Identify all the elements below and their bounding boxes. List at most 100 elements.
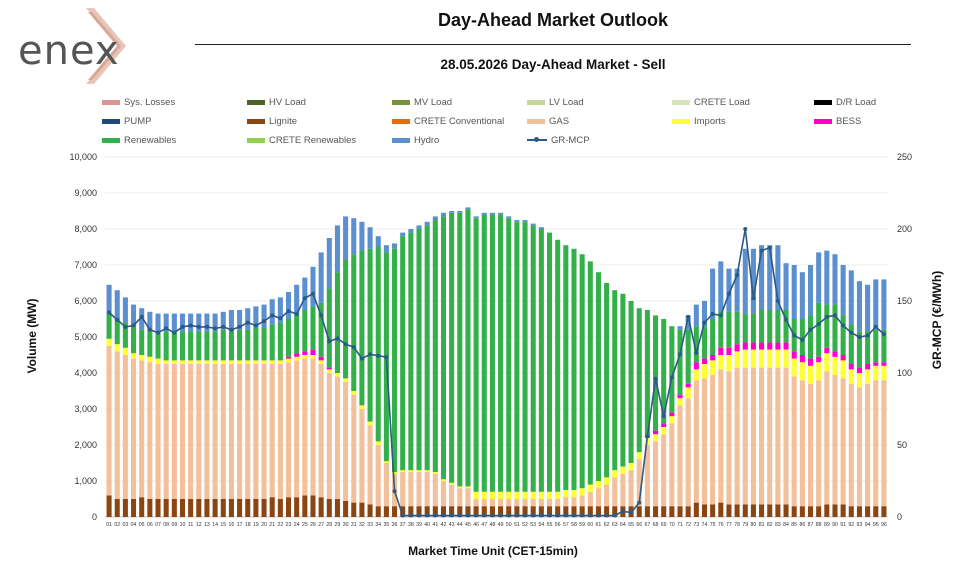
bar-segment — [522, 220, 528, 222]
bar-segment — [375, 506, 381, 517]
bar-segment — [832, 374, 838, 505]
gr-mcp-point — [832, 313, 837, 318]
bar-segment — [179, 331, 186, 361]
legend-swatch — [672, 99, 690, 105]
bar-segment — [253, 364, 259, 499]
x-tick-label: 83 — [775, 522, 781, 528]
gr-mcp-point — [759, 248, 764, 253]
x-tick-label: 61 — [596, 522, 602, 528]
bar-segment — [383, 506, 389, 517]
bar-segment — [351, 391, 357, 395]
x-tick-label: 33 — [367, 522, 373, 528]
bar-segment — [881, 362, 887, 366]
bar-segment — [228, 329, 234, 361]
title-divider — [195, 44, 911, 45]
bar-segment — [563, 245, 569, 490]
bar-segment — [661, 434, 667, 507]
gr-mcp-point — [743, 227, 748, 231]
gr-mcp-point — [278, 316, 283, 321]
x-tick-label: 77 — [726, 522, 732, 528]
bar-segment — [334, 373, 340, 377]
legend-item: D/R Load — [814, 94, 876, 110]
bar-segment — [824, 353, 830, 372]
bar-segment — [865, 284, 871, 332]
gr-mcp-point — [123, 324, 128, 329]
bar-segment — [196, 499, 202, 517]
bar-segment — [367, 504, 373, 517]
x-tick-label: 23 — [286, 522, 292, 528]
bar-segment — [555, 506, 561, 517]
bar-segment — [865, 369, 871, 384]
gr-mcp-point — [237, 324, 242, 329]
x-tick-label: 59 — [579, 522, 585, 528]
x-tick-label: 76 — [718, 522, 724, 528]
bar-segment — [653, 506, 659, 517]
x-tick-label: 49 — [498, 522, 504, 528]
gr-mcp-point — [547, 513, 552, 518]
x-tick-label: 87 — [808, 522, 814, 528]
legend-item: Hydro — [392, 132, 439, 148]
bar-segment — [840, 315, 846, 355]
x-tick-label: 70 — [669, 522, 675, 528]
bar-segment — [400, 472, 406, 507]
legend-item: LV Load — [527, 94, 584, 110]
gr-mcp-point — [335, 336, 340, 341]
bar-segment — [424, 470, 430, 472]
bar-segment — [155, 313, 161, 334]
bar-segment — [710, 504, 716, 517]
gr-mcp-point — [433, 513, 438, 518]
bar-segment — [318, 252, 324, 303]
legend-swatch — [102, 137, 120, 143]
bar-segment — [840, 360, 846, 379]
legend-item: Sys. Losses — [102, 94, 175, 110]
bar-segment — [636, 308, 642, 453]
x-tick-label: 52 — [522, 522, 528, 528]
x-tick-label: 11 — [188, 522, 193, 528]
y2-axis-title: GR-MCP (€/MWh) — [930, 271, 944, 369]
bar-segment — [644, 445, 650, 507]
bar-segment — [856, 367, 862, 373]
bar-segment — [326, 499, 332, 517]
bar-segment — [718, 355, 724, 370]
x-tick-label: 57 — [563, 522, 569, 528]
bar-segment — [571, 490, 577, 498]
gr-mcp-point — [139, 314, 144, 319]
bar-segment — [302, 495, 308, 517]
bar-segment — [555, 239, 561, 492]
bar-segment — [359, 409, 365, 503]
bar-segment — [334, 499, 340, 517]
bar-segment — [253, 360, 259, 364]
bar-segment — [220, 499, 226, 517]
x-tick-label: 60 — [587, 522, 593, 528]
bar-segment — [408, 472, 414, 507]
gr-mcp-point — [620, 509, 625, 514]
right-axis-ticks: 0 50 100 150 200 250 — [897, 152, 912, 522]
y-tick-label: 1,000 — [74, 476, 97, 486]
x-tick-label: 62 — [604, 522, 610, 528]
gr-mcp-point — [849, 330, 854, 335]
bar-segment — [685, 506, 691, 517]
bar-segment — [710, 374, 716, 505]
bar-segment — [294, 356, 300, 361]
x-axis-ticks: 01 02 03 04 05 06 07 08 09 10 11 12 13 14 15 16 17 18 19 20… — [106, 522, 887, 528]
bar-segment — [856, 281, 862, 332]
bar-segment — [228, 310, 234, 330]
bar-segment — [514, 221, 520, 492]
bar-segment — [685, 315, 691, 330]
bar-segment — [775, 349, 781, 368]
bar-segment — [677, 326, 683, 330]
bar-segment — [400, 232, 406, 237]
gr-mcp-point — [115, 317, 120, 322]
bar-segment — [465, 486, 471, 489]
bar-segment — [155, 358, 161, 364]
bar-segment — [750, 504, 756, 517]
x-tick-label: 51 — [514, 522, 520, 528]
bar-segment — [392, 243, 398, 249]
x-tick-label: 05 — [139, 522, 145, 528]
x-tick-label: 69 — [661, 522, 667, 528]
bar-segment — [440, 481, 447, 507]
bar-segment — [563, 490, 569, 498]
bar-segment — [375, 247, 381, 442]
legend-item: Lignite — [247, 113, 297, 129]
